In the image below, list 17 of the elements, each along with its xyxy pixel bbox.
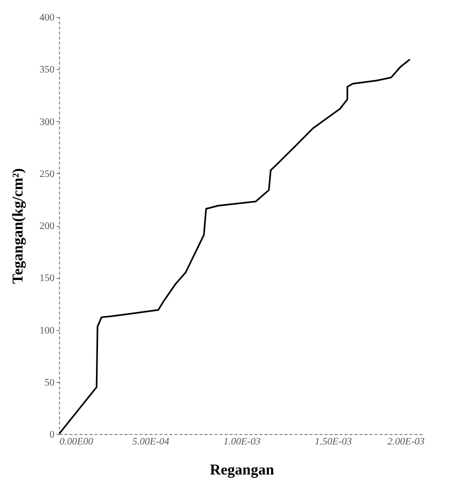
- x-tick-label: 1.50E-03: [314, 436, 352, 448]
- y-tick-label: 250: [40, 168, 54, 180]
- y-axis-title: Tegangan(kg/cm²): [10, 168, 26, 284]
- y-tick-label: 350: [40, 64, 54, 76]
- x-tick-label: 2.00E-03: [388, 436, 424, 448]
- y-tick-label: 200: [40, 221, 54, 232]
- y-tick-label: 50: [44, 377, 54, 388]
- x-axis-title: Regangan: [210, 462, 275, 478]
- y-tick-label: 0: [50, 430, 54, 440]
- x-tick-label: 1.00E-03: [224, 436, 260, 448]
- x-tick-label: 5.00E-04: [132, 436, 170, 448]
- y-tick-label: 150: [40, 273, 54, 284]
- line-series: [59, 58, 410, 434]
- y-tick-label: 100: [40, 325, 54, 336]
- y-tick-label: 400: [40, 12, 54, 24]
- x-tick-label: 0.00E00: [60, 436, 94, 448]
- y-tick-label: 300: [40, 116, 54, 128]
